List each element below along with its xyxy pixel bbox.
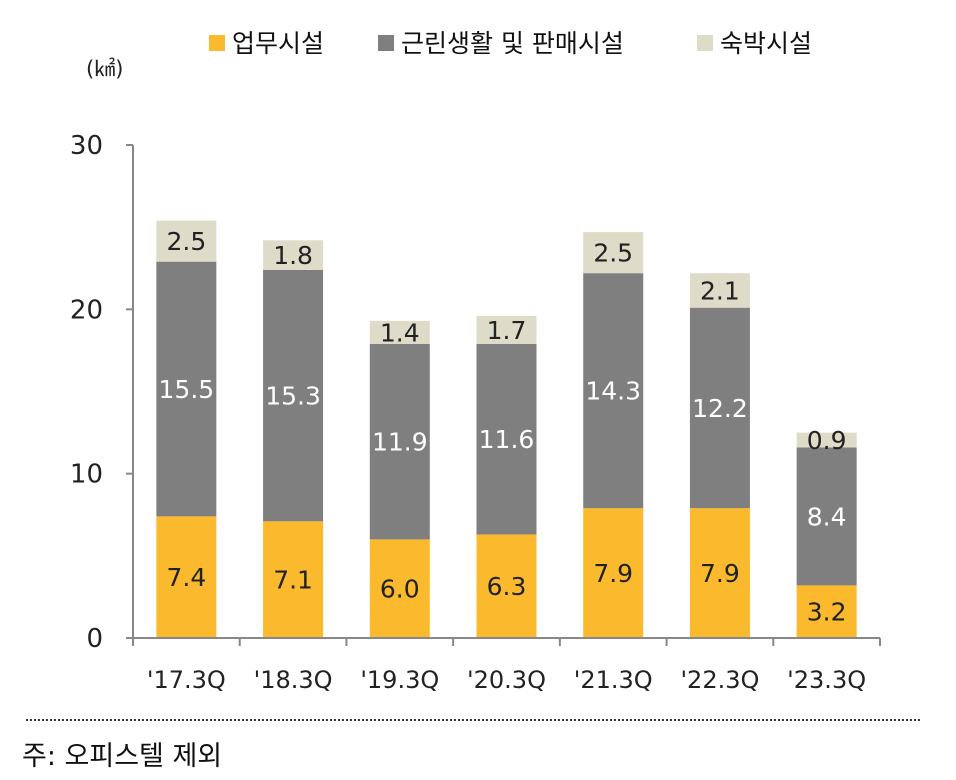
bar-segment (156, 261, 217, 517)
y-tick-label: 0 (86, 624, 103, 654)
bar-segment (689, 307, 750, 509)
bar-value-label: 7.4 (166, 563, 206, 592)
legend-swatch (378, 35, 394, 51)
bar-value-label: 7.9 (593, 559, 633, 588)
y-axis: 0 10 20 30 (70, 131, 134, 654)
bar-segment (796, 585, 857, 638)
footnote-divider (26, 719, 920, 721)
x-category-label: '19.3Q (360, 666, 439, 694)
bar-value-label: 7.1 (273, 566, 313, 595)
bar-value-label: 1.7 (487, 316, 527, 345)
bar-value-label: 11.9 (372, 428, 428, 457)
bar-value-label: 7.9 (700, 559, 740, 588)
bar-segment (369, 320, 430, 344)
bar-value-label: 6.3 (487, 572, 527, 601)
bar-value-label: 8.4 (807, 502, 847, 531)
bar-segment (796, 447, 857, 586)
bar-segment (583, 232, 644, 274)
bar-value-label: 11.6 (479, 425, 535, 454)
bar-segment (156, 516, 217, 638)
bar-segment (476, 315, 537, 344)
bar-segment (263, 269, 324, 522)
bar-value-label: 1.8 (273, 241, 313, 270)
x-category-label: '17.3Q (147, 666, 226, 694)
legend-label: 근린생활 및 판매시설 (401, 29, 624, 58)
bar-value-label: 2.5 (593, 239, 633, 268)
bars: 7.4 15.5 2.5 7.1 15.3 1.8 6.0 11.9 1.4 6.3 11.6 1.7… (156, 220, 857, 638)
stacked-bar-chart: 업무시설 근린생활 및 판매시설 숙박시설 (㎢) 0 10 20 30 7.4 15.5 2… (70, 29, 881, 694)
x-category-label: '18.3Q (254, 666, 333, 694)
x-category-label: '22.3Q (680, 666, 759, 694)
bar-segment (476, 534, 537, 638)
bar-value-label: 6.0 (380, 575, 420, 604)
bar-segment (263, 521, 324, 638)
bar-segment (263, 240, 324, 270)
legend-swatch (697, 35, 713, 51)
x-category-label: '23.3Q (787, 666, 866, 694)
bar-value-label: 3.2 (807, 598, 847, 627)
x-axis: '17.3Q '18.3Q '19.3Q '20.3Q '21.3Q '22.3Q '23.… (132, 637, 881, 694)
bar-value-label: 14.3 (585, 377, 641, 406)
legend-label: 숙박시설 (720, 29, 812, 58)
bar-segment (369, 343, 430, 540)
footnote: 주: 오피스텔 제외 (22, 741, 223, 772)
y-tick-label: 10 (70, 460, 103, 490)
legend-label: 업무시설 (232, 29, 324, 58)
bar-value-label: 2.1 (700, 276, 740, 305)
bar-value-label: 1.4 (380, 318, 420, 347)
y-axis-unit-label: (㎢) (86, 57, 123, 81)
bar-segment (689, 273, 750, 308)
bar-value-label: 15.5 (159, 375, 215, 404)
y-tick-label: 20 (70, 295, 103, 325)
bar-segment (369, 539, 430, 638)
y-tick-label: 30 (70, 131, 103, 161)
bar-value-label: 2.5 (166, 227, 206, 256)
bar-segment (583, 508, 644, 638)
bar-segment (156, 220, 217, 262)
legend: 업무시설 근린생활 및 판매시설 숙박시설 (209, 29, 812, 58)
legend-swatch (209, 35, 225, 51)
bar-value-label: 12.2 (692, 394, 748, 423)
x-category-label: '21.3Q (574, 666, 653, 694)
bar-segment (796, 432, 857, 448)
bar-value-label: 15.3 (265, 382, 321, 411)
bar-segment (689, 508, 750, 638)
x-category-label: '20.3Q (467, 666, 546, 694)
bar-segment (476, 343, 537, 535)
bar-value-label: 0.9 (807, 426, 847, 455)
bar-segment (583, 273, 644, 509)
